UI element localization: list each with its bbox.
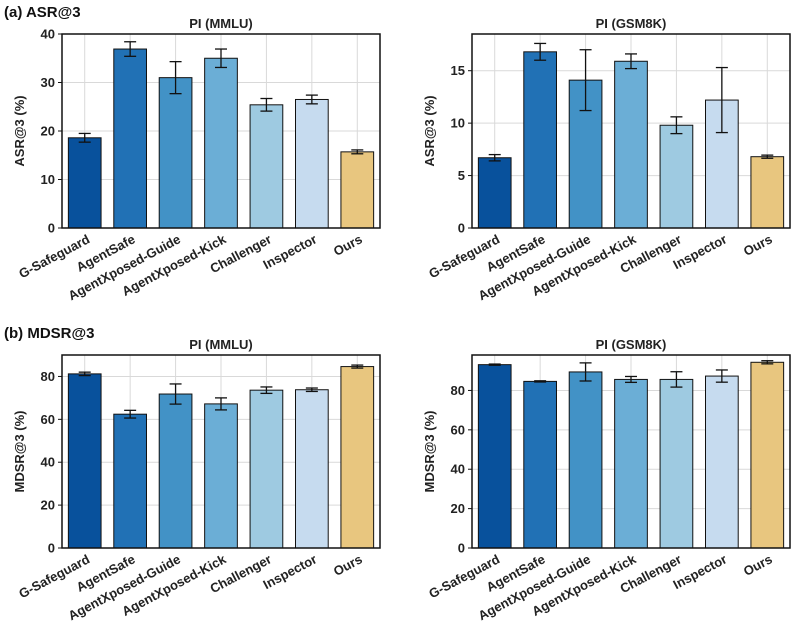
bar-inspector xyxy=(295,98,329,229)
bar-agentxposed-kick xyxy=(614,378,648,549)
ytick-label: 60 xyxy=(41,412,55,427)
ytick-label: 20 xyxy=(41,124,55,139)
ytick-label: 0 xyxy=(48,541,55,556)
plot-frame xyxy=(471,33,791,229)
bar-agentxposed-kick xyxy=(614,60,648,229)
panel-title: PI (GSM8K) xyxy=(596,16,667,31)
section-label-b: (b) MDSR@3 xyxy=(4,325,94,342)
ytick-label: 80 xyxy=(451,383,465,398)
bar-agentsafe xyxy=(113,48,147,229)
bar-ours xyxy=(340,151,375,229)
xtick-label: Ours xyxy=(331,551,365,578)
bar-ours xyxy=(750,156,785,229)
ytick-label: 40 xyxy=(41,27,55,42)
bar-g-safeguard xyxy=(67,137,102,229)
ytick-label: 15 xyxy=(451,63,465,78)
ytick-label: 0 xyxy=(458,221,465,236)
ytick-label: 5 xyxy=(458,168,465,183)
plot-frame xyxy=(61,354,381,549)
bar-g-safeguard xyxy=(67,373,102,549)
ytick-label: 0 xyxy=(458,541,465,556)
xtick-label: Ours xyxy=(741,551,775,578)
ytick-label: 10 xyxy=(41,172,55,187)
panel-title: PI (GSM8K) xyxy=(596,337,667,352)
ylabel: ASR@3 (%) xyxy=(12,95,27,166)
bar-inspector xyxy=(705,375,739,549)
plot-frame xyxy=(471,354,791,549)
bar-agentxposed-guide xyxy=(158,393,193,549)
bar-agentxposed-guide xyxy=(158,77,193,229)
bar-challenger xyxy=(659,124,694,229)
chart-pi-mmlu-asr: 010203040G-SafeguardAgentSafeAgentXposed… xyxy=(12,16,381,303)
ylabel: MDSR@3 (%) xyxy=(422,410,437,492)
bar-agentsafe xyxy=(523,51,557,229)
ylabel: ASR@3 (%) xyxy=(422,95,437,166)
bar-ours xyxy=(750,361,785,549)
ytick-label: 10 xyxy=(451,116,465,131)
ytick-label: 30 xyxy=(41,75,55,90)
panel-title: PI (MMLU) xyxy=(189,337,253,352)
bar-challenger xyxy=(249,389,284,549)
bar-g-safeguard xyxy=(477,364,512,549)
ytick-label: 20 xyxy=(41,498,55,513)
xtick-label: Ours xyxy=(741,231,775,258)
bar-challenger xyxy=(249,104,284,229)
bar-inspector xyxy=(295,389,329,549)
bar-agentsafe xyxy=(523,380,557,549)
ylabel: MDSR@3 (%) xyxy=(12,410,27,492)
bar-agentxposed-kick xyxy=(204,403,238,549)
chart-pi-gsm8k-mdsr: 020406080G-SafeguardAgentSafeAgentXposed… xyxy=(422,337,791,623)
section-label-a: (a) ASR@3 xyxy=(4,4,81,21)
bar-ours xyxy=(340,366,375,549)
chart-pi-gsm8k-asr: 051015G-SafeguardAgentSafeAgentXposed-Gu… xyxy=(422,16,791,303)
ytick-label: 80 xyxy=(41,369,55,384)
panel-title: PI (MMLU) xyxy=(189,16,253,31)
bar-challenger xyxy=(659,378,694,549)
xtick-label: Ours xyxy=(331,231,365,258)
ytick-label: 0 xyxy=(48,221,55,236)
ytick-label: 20 xyxy=(451,501,465,516)
ytick-label: 40 xyxy=(451,462,465,477)
bar-agentxposed-kick xyxy=(204,57,238,229)
bar-agentsafe xyxy=(113,413,147,549)
ytick-label: 60 xyxy=(451,422,465,437)
bar-g-safeguard xyxy=(477,157,512,229)
bar-agentxposed-guide xyxy=(568,371,603,549)
chart-pi-mmlu-mdsr: 020406080G-SafeguardAgentSafeAgentXposed… xyxy=(12,337,381,623)
ytick-label: 40 xyxy=(41,455,55,470)
